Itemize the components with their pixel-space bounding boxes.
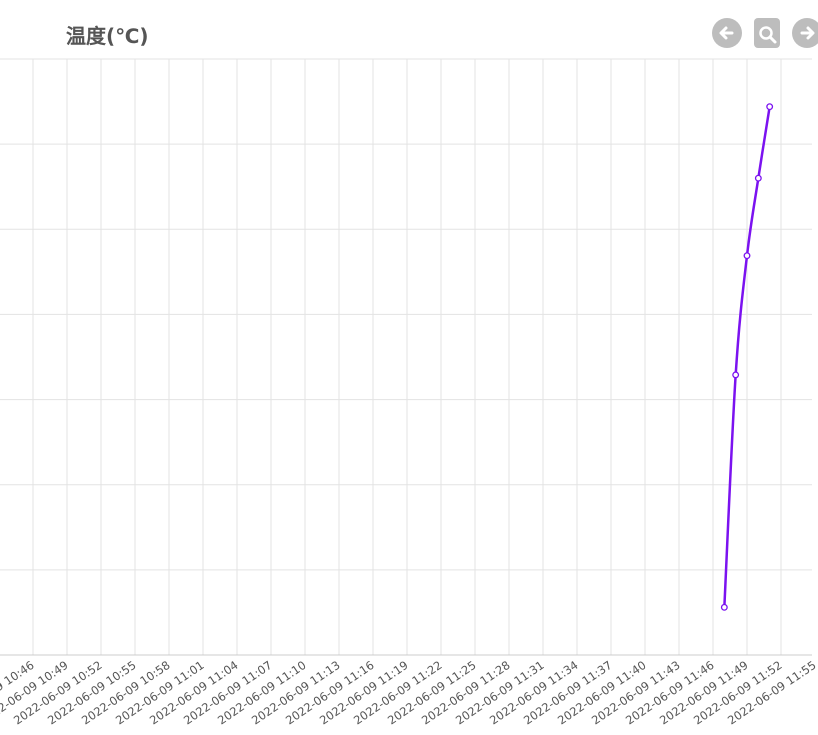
data-point[interactable] bbox=[732, 371, 740, 379]
chart-title: 温度(℃) bbox=[66, 24, 149, 48]
chart-grid bbox=[0, 58, 812, 655]
arrow-left-icon bbox=[719, 26, 734, 40]
data-point[interactable] bbox=[766, 103, 774, 111]
data-point[interactable] bbox=[743, 252, 751, 260]
data-point[interactable] bbox=[720, 603, 728, 611]
arrow-right-icon bbox=[800, 26, 815, 40]
zoom-button[interactable] bbox=[754, 18, 780, 48]
prev-button[interactable] bbox=[712, 18, 742, 48]
series-line bbox=[723, 106, 771, 608]
data-point[interactable] bbox=[754, 174, 762, 182]
next-button[interactable] bbox=[792, 18, 818, 48]
series-group bbox=[720, 103, 774, 611]
search-icon bbox=[759, 26, 777, 44]
